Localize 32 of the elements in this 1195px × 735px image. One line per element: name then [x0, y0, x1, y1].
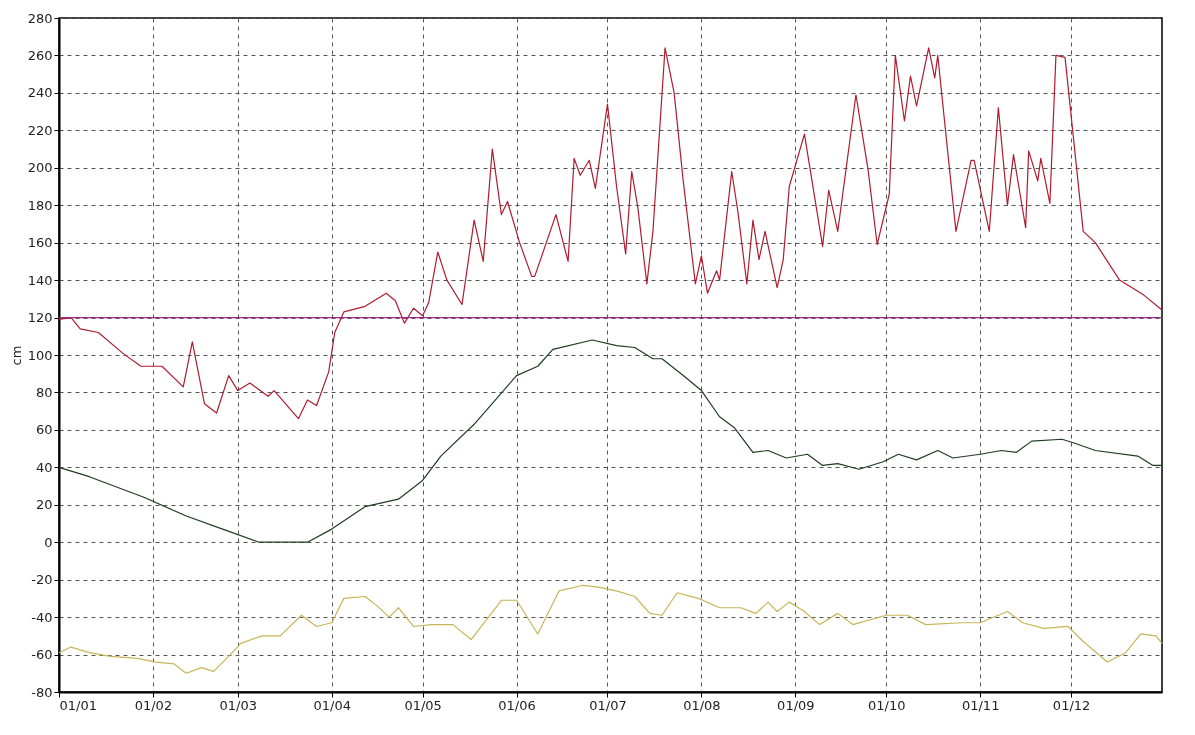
y-tick-label: 0: [44, 534, 53, 550]
y-tick-label: -20: [31, 572, 53, 588]
y-tick-label: 240: [27, 85, 53, 101]
x-tick-label: 01/08: [683, 697, 721, 713]
y-tick-label: 100: [27, 347, 53, 363]
x-tick-label: 01/10: [868, 697, 906, 713]
x-tick-label: 01/02: [134, 697, 173, 713]
x-tick-label: 01/09: [777, 697, 815, 713]
y-tick-label: 40: [35, 459, 53, 475]
y-tick-label: 120: [27, 310, 53, 326]
x-tick-label: 01/04: [313, 697, 351, 713]
x-tick-label: 01/05: [404, 697, 442, 713]
y-tick-label: 200: [27, 160, 53, 176]
x-tick-label: 01/01: [59, 697, 97, 713]
x-tick-label: 01/06: [498, 697, 536, 713]
y-tick-label: 160: [27, 235, 53, 251]
x-tick-label: 01/11: [961, 697, 1000, 713]
y-tick-label: -40: [31, 609, 53, 625]
y-tick-label: 180: [27, 197, 53, 213]
y-tick-label: 260: [27, 47, 53, 63]
y-tick-label: 20: [35, 497, 53, 513]
y-tick-label: -60: [31, 647, 53, 663]
x-tick-label: 01/03: [219, 697, 258, 713]
y-tick-label: 220: [27, 122, 53, 138]
y-tick-label: 140: [27, 272, 53, 288]
x-tick-label: 01/07: [589, 697, 627, 713]
y-tick-label: 60: [35, 422, 53, 438]
y-tick-label: 80: [35, 384, 53, 400]
x-tick-label: 01/12: [1052, 697, 1091, 713]
y-axis-title: cm: [8, 345, 24, 366]
y-tick-label: -80: [31, 684, 53, 700]
y-tick-label: 280: [27, 10, 53, 26]
